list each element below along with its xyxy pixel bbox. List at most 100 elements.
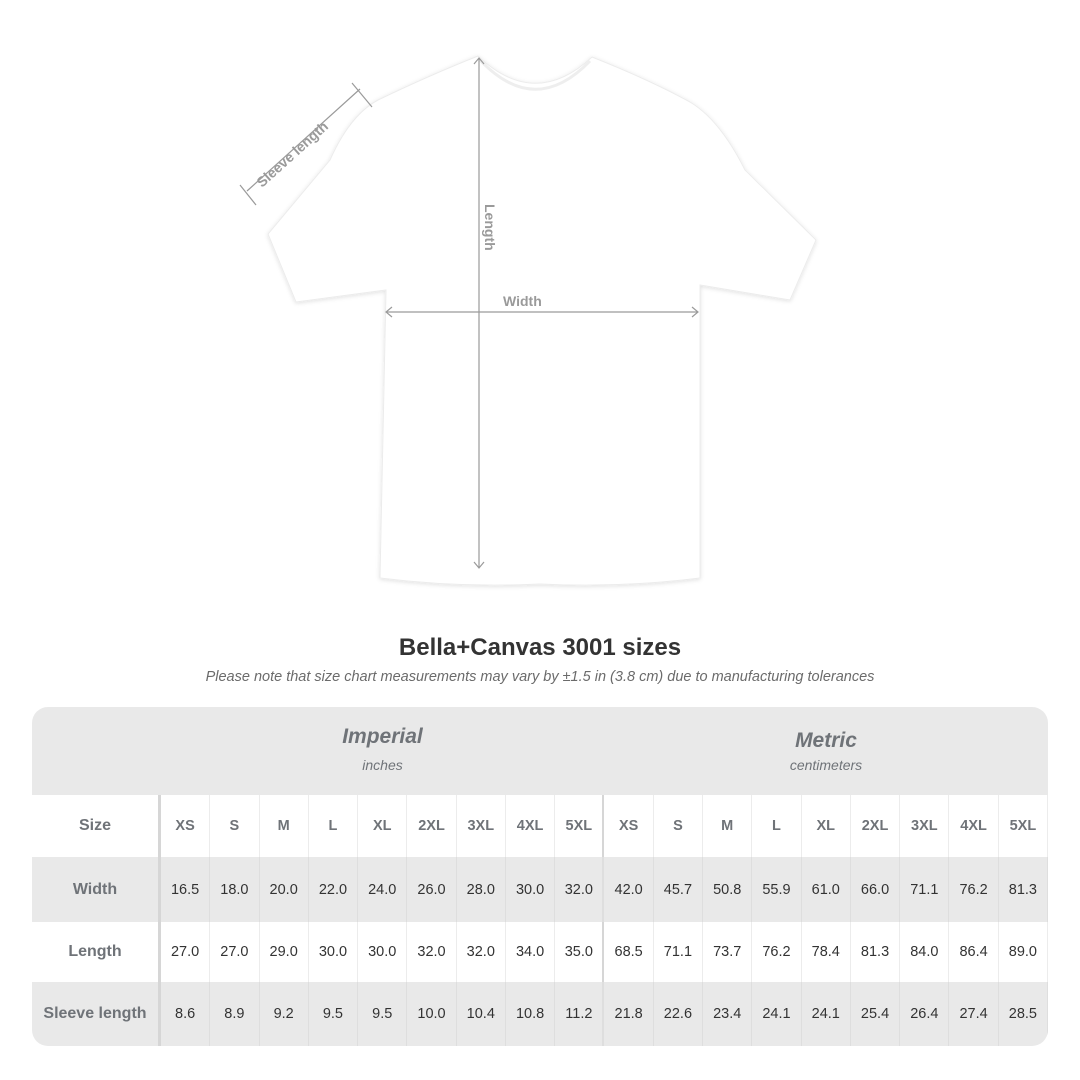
sleeve-arrow-end-tick bbox=[351, 82, 373, 108]
table-cell: 8.9 bbox=[210, 982, 260, 1046]
table-cell: 29.0 bbox=[260, 922, 309, 982]
metric-group: Metric centimeters bbox=[604, 729, 1048, 773]
table-cell: 81.3 bbox=[851, 922, 901, 982]
table-cell: 89.0 bbox=[999, 922, 1048, 982]
imperial-title: Imperial bbox=[342, 725, 423, 748]
row-label: Length bbox=[32, 922, 161, 982]
table-cell: 78.4 bbox=[802, 922, 851, 982]
table-cell: 20.0 bbox=[260, 857, 309, 922]
sleeve-arrow bbox=[246, 88, 361, 192]
page-title: Bella+Canvas 3001 sizes bbox=[398, 634, 682, 661]
table-cell: 42.0 bbox=[604, 857, 654, 922]
table-cell: 61.0 bbox=[802, 857, 851, 922]
length-label: Length bbox=[482, 204, 498, 251]
table-cell: 22.6 bbox=[654, 982, 704, 1046]
table-cell: 32.0 bbox=[407, 922, 457, 982]
size-header-cell: M bbox=[260, 795, 309, 857]
size-header-cell: 2XL bbox=[851, 795, 901, 857]
table-cell: 10.8 bbox=[506, 982, 556, 1046]
table-cell: 81.3 bbox=[999, 857, 1048, 922]
table-cell: 66.0 bbox=[851, 857, 901, 922]
table-cell: 32.0 bbox=[457, 922, 506, 982]
table-cell: 10.4 bbox=[457, 982, 506, 1046]
row-label: Width bbox=[32, 857, 161, 922]
table-cell: 27.0 bbox=[210, 922, 260, 982]
collar bbox=[478, 58, 592, 91]
size-header-cell: XL bbox=[358, 795, 408, 857]
size-header-cell: S bbox=[210, 795, 260, 857]
metric-title: Metric bbox=[795, 729, 857, 752]
width-arrowhead-left bbox=[385, 306, 393, 318]
table-cell: 76.2 bbox=[752, 922, 802, 982]
tolerance-note: Please note that size chart measurements… bbox=[205, 669, 875, 685]
table-cell: 76.2 bbox=[949, 857, 999, 922]
table-cell: 24.1 bbox=[752, 982, 802, 1046]
table-cell: 84.0 bbox=[900, 922, 950, 982]
size-header-cell: XS bbox=[161, 795, 211, 857]
size-header-cell: 5XL bbox=[999, 795, 1048, 857]
size-header-cell: 3XL bbox=[900, 795, 950, 857]
table-cell: 55.9 bbox=[752, 857, 802, 922]
length-arrowhead-bottom bbox=[473, 561, 485, 569]
length-arrowhead-top bbox=[473, 57, 485, 65]
table-cell: 50.8 bbox=[703, 857, 753, 922]
table-cell: 73.7 bbox=[703, 922, 753, 982]
size-header-cell: XS bbox=[604, 795, 654, 857]
table-cell: 26.0 bbox=[407, 857, 457, 922]
tshirt-diagram: Sleeve length Length Width bbox=[239, 55, 817, 586]
sleeve-arrow-end-tick bbox=[239, 184, 257, 206]
tshirt-body bbox=[267, 55, 817, 586]
table-cell: 86.4 bbox=[949, 922, 999, 982]
imperial-unit: inches bbox=[362, 757, 403, 773]
imperial-group: Imperial inches bbox=[161, 725, 604, 773]
size-header-label: Size bbox=[32, 795, 161, 857]
row-label: Sleeve length bbox=[32, 982, 161, 1046]
table-cell: 9.2 bbox=[260, 982, 309, 1046]
table-cell: 24.1 bbox=[802, 982, 851, 1046]
size-header-cell: XL bbox=[802, 795, 851, 857]
size-header-cell: 4XL bbox=[949, 795, 999, 857]
table-cell: 30.0 bbox=[358, 922, 408, 982]
table-cell: 34.0 bbox=[506, 922, 556, 982]
table-cell: 45.7 bbox=[654, 857, 704, 922]
table-cell: 11.2 bbox=[555, 982, 605, 1046]
table-row: Width 16.5 18.0 20.0 22.0 24.0 26.0 28.0 30.0 32.… bbox=[32, 857, 1048, 922]
metric-unit: centimeters bbox=[789, 757, 863, 773]
table-cell: 9.5 bbox=[358, 982, 408, 1046]
size-header-cell: L bbox=[309, 795, 359, 857]
table-cell: 71.1 bbox=[900, 857, 950, 922]
table-cell: 30.0 bbox=[506, 857, 556, 922]
table-cell: 18.0 bbox=[210, 857, 260, 922]
size-table: Imperial inches Metric centimeters Size X… bbox=[32, 707, 1048, 1046]
table-cell: 68.5 bbox=[604, 922, 654, 982]
table-cell: 16.5 bbox=[161, 857, 211, 922]
table-cell: 8.6 bbox=[161, 982, 211, 1046]
table-cell: 10.0 bbox=[407, 982, 457, 1046]
size-row: Size XS S M L XL 2XL 3XL 4XL 5XL XS S M L XL 2XL 3XL 4XL 5… bbox=[32, 795, 1048, 857]
table-cell: 30.0 bbox=[309, 922, 359, 982]
table-cell: 28.5 bbox=[999, 982, 1048, 1046]
size-header-cell: S bbox=[654, 795, 704, 857]
width-arrowhead-right bbox=[691, 306, 699, 318]
table-cell: 24.0 bbox=[358, 857, 408, 922]
table-cell: 28.0 bbox=[457, 857, 506, 922]
size-header-cell: 2XL bbox=[407, 795, 457, 857]
table-cell: 26.4 bbox=[900, 982, 950, 1046]
size-header-cell: 5XL bbox=[555, 795, 605, 857]
table-cell: 32.0 bbox=[555, 857, 605, 922]
table-cell: 27.4 bbox=[949, 982, 999, 1046]
table-cell: 21.8 bbox=[604, 982, 654, 1046]
table-cell: 35.0 bbox=[555, 922, 605, 982]
table-row: Sleeve length 8.6 8.9 9.2 9.5 9.5 10.0 10.4 10.8… bbox=[32, 982, 1048, 1046]
size-header-cell: 4XL bbox=[506, 795, 556, 857]
size-header-cell: M bbox=[703, 795, 753, 857]
table-cell: 27.0 bbox=[161, 922, 211, 982]
table-row: Length 27.0 27.0 29.0 30.0 30.0 32.0 32.0 34.0 35… bbox=[32, 922, 1048, 982]
table-cell: 22.0 bbox=[309, 857, 359, 922]
size-header-cell: L bbox=[752, 795, 802, 857]
table-cell: 71.1 bbox=[654, 922, 704, 982]
table-cell: 9.5 bbox=[309, 982, 359, 1046]
width-label: Width bbox=[503, 293, 542, 309]
table-cell: 25.4 bbox=[851, 982, 901, 1046]
table-header: Imperial inches Metric centimeters bbox=[32, 707, 1048, 795]
